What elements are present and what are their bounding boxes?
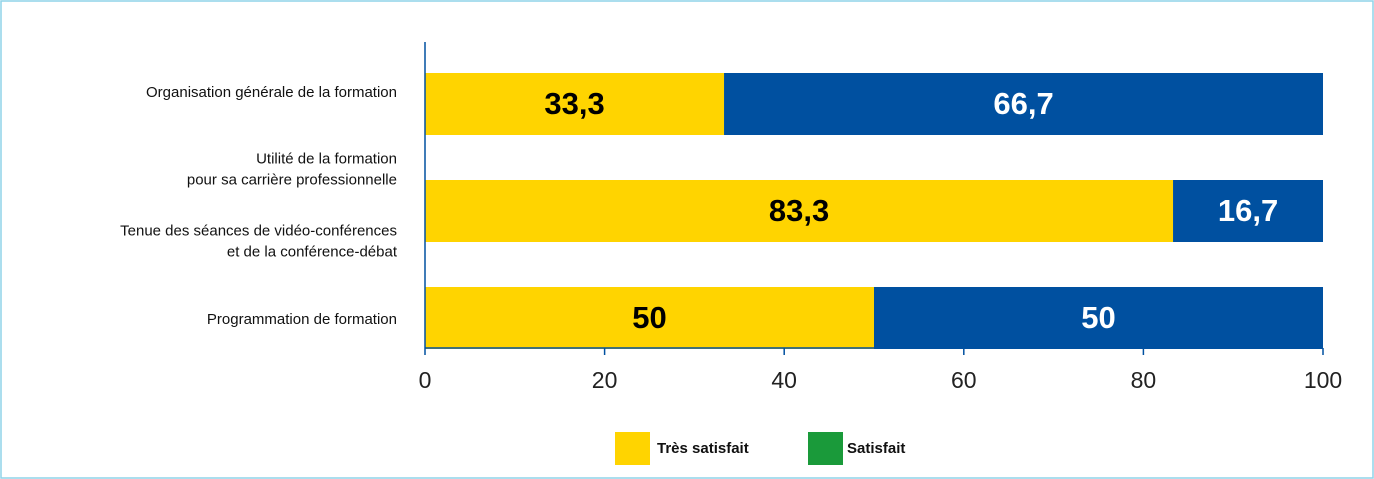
value-label: 50 — [1081, 300, 1115, 335]
category-label: pour sa carrière professionnelle — [187, 171, 397, 188]
category-label: Tenue des séances de vidéo-conférences — [120, 222, 397, 239]
value-label: 33,3 — [544, 86, 604, 121]
value-label: 16,7 — [1218, 193, 1278, 228]
x-tick-label: 40 — [771, 367, 797, 393]
bar-segment — [724, 73, 1323, 135]
legend-label: Satisfait — [847, 440, 905, 457]
legend-swatch — [808, 432, 843, 465]
value-label: 66,7 — [993, 86, 1053, 121]
bar-segment — [425, 180, 1174, 242]
x-tick-label: 60 — [951, 367, 977, 393]
value-label: 50 — [632, 300, 666, 335]
legend-swatch — [615, 432, 650, 465]
category-label: et de la conférence-débat — [227, 243, 398, 260]
category-label: Programmation de formation — [207, 311, 397, 328]
x-tick-label: 100 — [1304, 367, 1342, 393]
category-label: Utilité de la formation — [256, 150, 397, 167]
bar-segment — [874, 287, 1323, 349]
bar-segment — [425, 287, 874, 349]
category-label: Organisation générale de la formation — [146, 84, 397, 101]
value-label: 83,3 — [769, 193, 829, 228]
x-tick-label: 0 — [419, 367, 432, 393]
legend-label: Très satisfait — [657, 440, 749, 457]
x-tick-label: 80 — [1131, 367, 1157, 393]
x-tick-label: 20 — [592, 367, 618, 393]
bar-segment — [425, 73, 725, 135]
bar-segment — [1173, 180, 1323, 242]
